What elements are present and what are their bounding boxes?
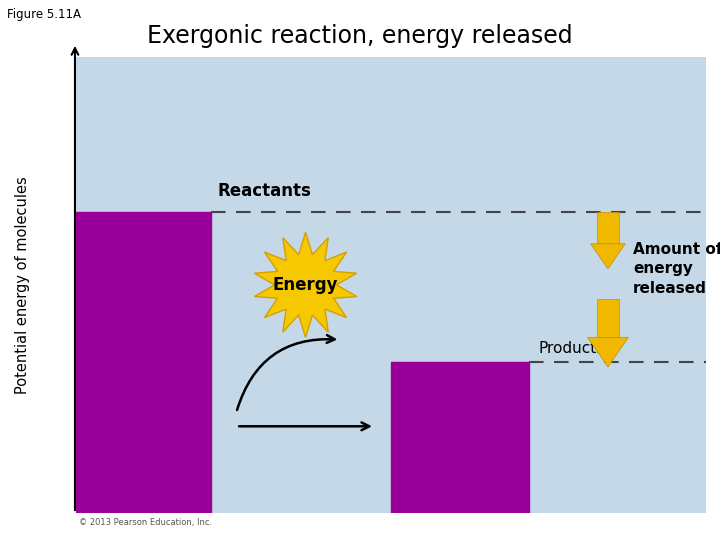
- Text: Exergonic reaction, energy released: Exergonic reaction, energy released: [147, 24, 573, 48]
- Text: Energy: Energy: [273, 276, 338, 294]
- Text: Amount of
energy
released: Amount of energy released: [633, 241, 720, 296]
- Polygon shape: [588, 338, 629, 367]
- Text: Figure 5.11A: Figure 5.11A: [7, 8, 81, 21]
- Bar: [597, 299, 619, 338]
- Polygon shape: [254, 232, 356, 338]
- Text: Reactants: Reactants: [217, 183, 311, 200]
- Text: Products: Products: [539, 341, 605, 355]
- Bar: [76, 212, 211, 513]
- Bar: [391, 362, 529, 513]
- Text: © 2013 Pearson Education, Inc.: © 2013 Pearson Education, Inc.: [79, 517, 212, 526]
- Polygon shape: [590, 244, 625, 269]
- Bar: [597, 212, 619, 244]
- Text: Potential energy of molecules: Potential energy of molecules: [14, 176, 30, 394]
